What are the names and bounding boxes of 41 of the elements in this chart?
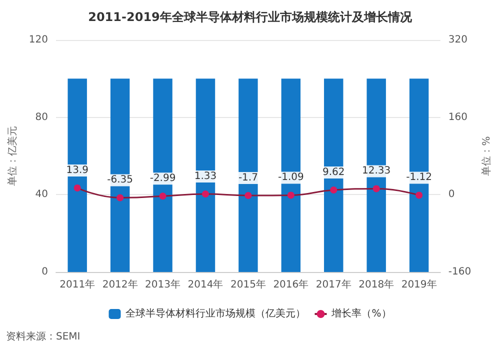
x-tick-label: 2015年 bbox=[230, 278, 266, 290]
point bbox=[159, 192, 166, 200]
legend-label: 全球半导体材料行业市场规模（亿美元） bbox=[126, 308, 306, 320]
data-label: -6.35 bbox=[107, 174, 133, 186]
y2-tick-label: 0 bbox=[448, 189, 455, 200]
point bbox=[372, 185, 380, 192]
data-label: -1.12 bbox=[406, 172, 432, 184]
legend-label: 增长率（%） bbox=[330, 308, 392, 320]
y2-tick-label: 320 bbox=[448, 34, 468, 46]
x-tick-label: 2019年 bbox=[401, 278, 437, 290]
point bbox=[244, 192, 252, 199]
data-label: -1.09 bbox=[278, 172, 304, 184]
y-axis-title: 单位：亿美元 bbox=[6, 126, 18, 186]
x-tick-label: 2011年 bbox=[60, 278, 96, 290]
data-label: 1.33 bbox=[194, 171, 217, 182]
y2-tick-label: 160 bbox=[448, 112, 468, 123]
x-tick-label: 2013年 bbox=[145, 278, 180, 290]
x-tick-label: 2012年 bbox=[102, 278, 138, 290]
y-tick-label: 120 bbox=[28, 34, 48, 46]
x-tick-label: 2016年 bbox=[273, 278, 309, 290]
y2-axis-title: 单位：% bbox=[480, 136, 492, 176]
point bbox=[330, 186, 338, 194]
data-label: 13.9 bbox=[66, 164, 88, 176]
chart-title: 2011-2019年全球半导体材料行业市场规模统计及增长情况 bbox=[88, 10, 413, 24]
y-tick-label: 40 bbox=[35, 189, 48, 200]
y-tick-label: 80 bbox=[35, 112, 48, 123]
data-label: 12.33 bbox=[362, 166, 391, 177]
point bbox=[416, 192, 423, 199]
point bbox=[287, 192, 294, 199]
point bbox=[74, 184, 81, 192]
data-label: -1.7 bbox=[238, 172, 258, 184]
x-tick-label: 2014年 bbox=[188, 278, 224, 290]
text: 资料来源：SEMI bbox=[6, 330, 80, 342]
point bbox=[116, 194, 124, 202]
x-tick-label: 2018年 bbox=[358, 278, 394, 290]
x-tick-label: 2017年 bbox=[316, 278, 352, 290]
point bbox=[202, 190, 209, 198]
y-tick-label: 0 bbox=[42, 266, 48, 278]
data-label: 9.62 bbox=[322, 167, 345, 178]
data-label: -2.99 bbox=[150, 173, 176, 184]
y2-tick-label: -160 bbox=[448, 266, 472, 278]
